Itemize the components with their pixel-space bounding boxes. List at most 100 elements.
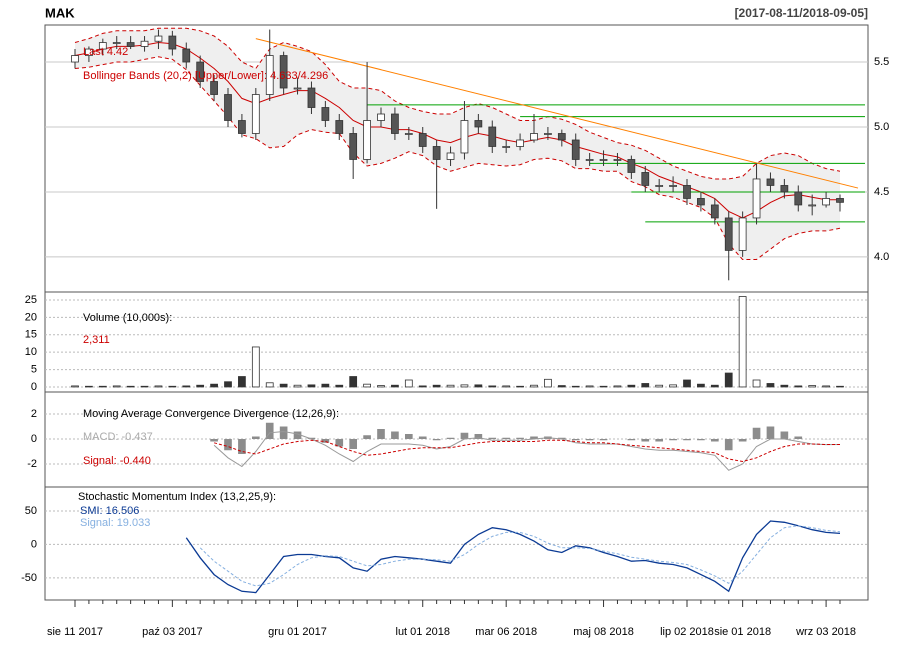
chart-title: MAK bbox=[45, 5, 75, 20]
macd-histogram-bar bbox=[419, 437, 427, 440]
x-tick-label: wrz 03 2018 bbox=[795, 626, 856, 638]
candle-body bbox=[113, 43, 120, 44]
candle-body bbox=[697, 198, 704, 204]
x-tick-label: paź 03 2017 bbox=[142, 626, 203, 638]
volume-bar bbox=[461, 385, 468, 387]
candle-body bbox=[725, 218, 732, 250]
volume-bar bbox=[670, 385, 677, 387]
volume-bar bbox=[72, 386, 79, 387]
volume-bar bbox=[517, 386, 524, 387]
candle-body bbox=[447, 153, 454, 159]
y-tick-label: 4.5 bbox=[874, 186, 889, 198]
candle-body bbox=[350, 133, 357, 159]
candle-body bbox=[378, 114, 385, 120]
volume-bar bbox=[322, 384, 329, 387]
candle-body bbox=[489, 127, 496, 146]
macd-histogram-bar bbox=[586, 439, 594, 440]
x-tick-label: mar 06 2018 bbox=[475, 626, 537, 638]
y-tick-label: -50 bbox=[21, 572, 37, 584]
candle-body bbox=[642, 172, 649, 185]
macd-histogram-bar bbox=[641, 439, 649, 442]
x-tick-label: lut 01 2018 bbox=[396, 626, 450, 638]
candle-body bbox=[141, 41, 148, 46]
macd-histogram-bar bbox=[628, 439, 636, 440]
volume-bar bbox=[113, 386, 120, 387]
candle-body bbox=[364, 120, 371, 159]
macd-histogram-bar bbox=[669, 439, 677, 440]
candle-body bbox=[308, 88, 315, 107]
volume-bar bbox=[141, 386, 148, 387]
macd-histogram-bar bbox=[600, 439, 608, 440]
candle-body bbox=[405, 133, 412, 134]
volume-bar bbox=[99, 386, 106, 387]
macd-histogram-bar bbox=[711, 439, 719, 442]
macd-histogram-bar bbox=[794, 437, 802, 440]
candle-body bbox=[809, 205, 816, 206]
y-tick-label: 5.5 bbox=[874, 56, 889, 68]
macd-histogram-bar bbox=[210, 439, 218, 442]
volume-bar bbox=[252, 347, 259, 387]
volume-bar bbox=[823, 386, 830, 387]
macd-histogram-bar bbox=[461, 433, 469, 439]
annotation: 2,311 bbox=[83, 334, 110, 346]
candle-body bbox=[391, 114, 398, 133]
candle-body bbox=[336, 120, 343, 133]
volume-bar bbox=[155, 386, 162, 387]
volume-bar bbox=[294, 385, 301, 387]
annotation: MACD: -0.437 bbox=[83, 431, 153, 443]
y-tick-label: 5 bbox=[31, 363, 37, 375]
volume-bar bbox=[280, 384, 287, 387]
macd-histogram-bar bbox=[377, 429, 385, 439]
volume-bar bbox=[364, 384, 371, 387]
y-tick-label: 15 bbox=[25, 329, 37, 341]
x-tick-label: sie 11 2017 bbox=[47, 626, 103, 638]
macd-histogram-bar bbox=[725, 439, 733, 450]
y-tick-label: -2 bbox=[27, 458, 37, 470]
volume-bar bbox=[586, 386, 593, 387]
volume-bar bbox=[266, 383, 273, 387]
macd-histogram-bar bbox=[502, 438, 510, 439]
macd-histogram-bar bbox=[252, 437, 260, 440]
candle-body bbox=[670, 185, 677, 186]
annotation: Signal: -0.440 bbox=[83, 455, 151, 467]
volume-bar bbox=[725, 373, 732, 387]
volume-bar bbox=[544, 379, 551, 387]
candle-body bbox=[72, 56, 79, 62]
volume-bar bbox=[739, 297, 746, 387]
candle-body bbox=[211, 82, 218, 95]
candle-body bbox=[169, 36, 176, 49]
y-tick-label: 5.0 bbox=[874, 121, 889, 133]
volume-bar bbox=[433, 385, 440, 387]
y-tick-label: 50 bbox=[25, 505, 37, 517]
volume-bar bbox=[572, 386, 579, 387]
annotation: SMI: 16.506 bbox=[80, 505, 139, 517]
annotation: Signal: 19.033 bbox=[80, 517, 150, 529]
macd-histogram-bar bbox=[753, 428, 761, 439]
candle-body bbox=[531, 133, 538, 139]
volume-bar bbox=[308, 385, 315, 387]
volume-bar bbox=[684, 380, 691, 387]
candle-body bbox=[684, 185, 691, 198]
candle-body bbox=[753, 179, 760, 218]
candle-body bbox=[183, 49, 190, 62]
volume-bar bbox=[837, 386, 844, 387]
candle-body bbox=[503, 146, 510, 147]
panel-title: Stochastic Momentum Index (13,2,25,9): bbox=[78, 491, 276, 503]
candle-body bbox=[711, 205, 718, 218]
volume-bar bbox=[656, 385, 663, 387]
y-tick-label: 0 bbox=[31, 381, 37, 393]
y-tick-label: 25 bbox=[25, 294, 37, 306]
macd-histogram-bar bbox=[516, 438, 524, 439]
volume-bar bbox=[503, 386, 510, 387]
volume-bar bbox=[211, 384, 218, 387]
candle-body bbox=[252, 95, 259, 134]
volume-bar bbox=[447, 385, 454, 387]
candle-body bbox=[586, 159, 593, 160]
candle-body bbox=[544, 133, 551, 134]
candle-body bbox=[628, 159, 635, 172]
macd-histogram-bar bbox=[280, 427, 288, 440]
candle-body bbox=[795, 192, 802, 205]
candle-body bbox=[238, 120, 245, 133]
macd-histogram-bar bbox=[781, 432, 789, 440]
